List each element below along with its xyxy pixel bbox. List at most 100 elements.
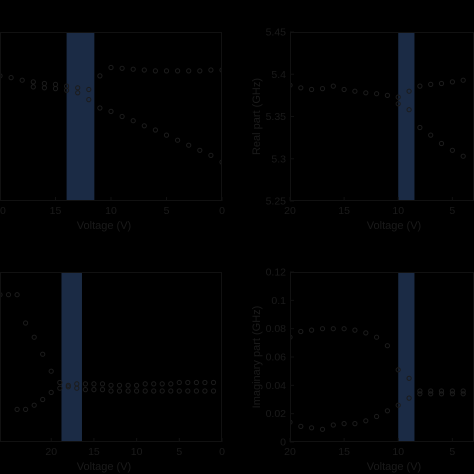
plot-frame	[0, 32, 222, 201]
data-point	[319, 86, 326, 92]
data-point	[141, 67, 147, 73]
data-point	[319, 326, 326, 332]
data-point	[125, 382, 131, 388]
data-point	[116, 388, 123, 394]
x-tick-label: 15	[338, 205, 350, 217]
data-point	[341, 421, 347, 427]
data-point	[428, 391, 434, 397]
x-tick-label: 10	[392, 205, 404, 217]
data-point	[406, 395, 412, 401]
data-point	[52, 86, 59, 92]
series-2	[14, 379, 217, 412]
data-point	[40, 396, 46, 403]
y-tick-label: 0.06	[266, 352, 287, 364]
data-point	[168, 388, 174, 394]
y-tick-label: 0.02	[266, 408, 287, 420]
data-point	[119, 65, 125, 71]
data-point	[406, 375, 412, 381]
x-tick-label: 10	[131, 446, 143, 458]
data-point	[52, 81, 59, 88]
data-point	[309, 86, 315, 93]
y-tick-label: 0.08	[266, 323, 287, 335]
data-point	[151, 388, 157, 394]
data-point	[384, 408, 390, 414]
data-point	[86, 86, 92, 93]
data-point	[134, 388, 140, 394]
data-point	[309, 425, 315, 431]
data-point	[82, 381, 89, 387]
data-point	[74, 381, 80, 387]
data-point	[298, 328, 304, 335]
data-point	[428, 81, 434, 88]
data-point	[0, 292, 3, 298]
data-point	[449, 79, 455, 85]
data-point	[125, 388, 131, 394]
data-point	[91, 387, 97, 393]
data-point	[352, 327, 358, 333]
series-2	[395, 101, 466, 159]
x-tick-label: 10	[105, 205, 117, 217]
data-point	[91, 381, 97, 387]
transition-band	[398, 272, 415, 442]
y-tick-label: 5.3	[271, 153, 286, 165]
panel-3: 20 15 10 5 0 Voltage (V)	[0, 272, 225, 473]
x-tick-label: 15	[50, 205, 62, 217]
data-point	[8, 75, 14, 81]
series-1	[0, 292, 217, 394]
data-point	[319, 426, 326, 432]
data-point	[363, 90, 369, 96]
series-2	[30, 84, 222, 165]
transition-band	[398, 32, 415, 201]
x-tick-label: 5	[176, 446, 182, 458]
x-axis-label: Voltage (V)	[77, 461, 131, 473]
data-point	[99, 387, 106, 393]
data-point	[31, 334, 37, 340]
data-point	[208, 152, 214, 158]
data-point	[152, 127, 158, 133]
data-point	[0, 73, 3, 79]
x-tick-label: 0	[219, 446, 225, 458]
data-point	[202, 379, 208, 386]
data-point	[428, 388, 434, 394]
data-point	[438, 80, 445, 87]
x-tick-label: 20	[284, 205, 296, 217]
x-tick-label: 20	[45, 446, 57, 458]
y-tick-label: 0	[280, 437, 286, 449]
data-point	[352, 88, 358, 94]
data-point	[193, 379, 199, 386]
data-point	[14, 406, 20, 412]
data-point	[460, 388, 466, 394]
data-point	[210, 388, 217, 394]
data-point	[64, 87, 70, 93]
x-tick-label: 10	[392, 446, 404, 458]
y-tick-label: 5.25	[266, 196, 287, 208]
y-tick-label: 5.45	[266, 27, 287, 39]
data-point	[82, 387, 89, 393]
data-point	[142, 381, 148, 387]
data-point	[449, 391, 455, 397]
transition-band	[61, 272, 82, 442]
data-point	[119, 113, 125, 120]
x-tick-label: 15	[338, 446, 350, 458]
y-axis-label: Imaginary part (GHz)	[251, 306, 263, 409]
data-point	[210, 379, 217, 386]
data-point	[185, 388, 191, 394]
panel-1: 20 15 10 5 0 Voltage (V)	[0, 32, 225, 232]
data-point	[438, 391, 445, 397]
data-point	[363, 330, 369, 336]
plot-frame	[290, 272, 474, 442]
series-2	[290, 391, 466, 432]
data-point	[23, 406, 29, 412]
transition-band	[66, 32, 95, 201]
data-point	[40, 351, 46, 357]
data-point	[97, 105, 103, 111]
data-point	[197, 68, 203, 74]
data-point	[406, 88, 412, 94]
data-point	[460, 153, 466, 159]
x-tick-label: 5	[449, 446, 455, 458]
data-point	[163, 132, 170, 138]
data-point	[57, 379, 63, 386]
data-point	[108, 382, 114, 388]
data-point	[330, 422, 336, 428]
